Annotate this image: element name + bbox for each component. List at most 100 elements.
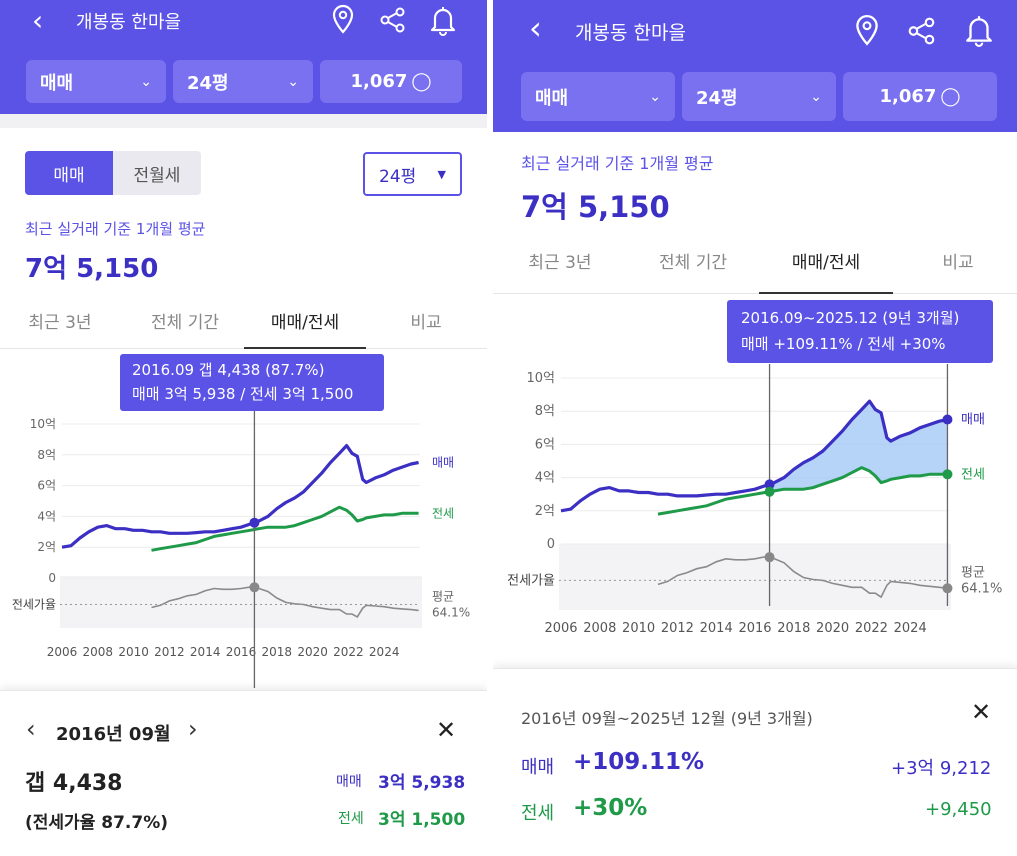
ratio-average-value: 64.1% — [432, 605, 470, 619]
ratio-axis-label: 전세가율 — [12, 597, 56, 611]
x-tick-label: 2022 — [855, 621, 888, 636]
period-tabs: 최근 3년 전체 기간 매매/전세 비교 — [0, 300, 487, 349]
tab-recent-3y[interactable]: 최근 3년 — [528, 253, 592, 273]
price-chart[interactable]: 10억 8억 6억 4억 2억 0 2006 2008 2010 2012 2014 2016 2018… — [0, 350, 487, 690]
size-select[interactable]: 24평 ⌄ — [173, 60, 313, 103]
x-tick-label: 2020 — [816, 621, 849, 636]
size-select[interactable]: 24평 ⌄ — [682, 72, 836, 121]
close-icon[interactable]: ✕ — [436, 716, 457, 744]
gap-value: 갭 4,438 — [25, 771, 123, 796]
rent-amount: +9,450 — [925, 799, 992, 820]
divider-band — [0, 114, 487, 128]
share-icon[interactable] — [907, 17, 937, 49]
average-value: 7억 5,150 — [25, 254, 159, 284]
rent-label: 전세 — [338, 811, 364, 827]
page-title: 개봉동 한마을 — [76, 12, 182, 33]
ratio-series-line — [151, 586, 419, 618]
tab-compare[interactable]: 비교 — [410, 313, 442, 333]
price-chart[interactable]: 10억 8억 6억 4억 2억 0 2006 2008 2010 2012 2014 2016 2018… — [493, 300, 1017, 660]
rent-value: 3억 1,500 — [378, 810, 466, 830]
segment-rent[interactable]: 전월세 — [133, 165, 181, 186]
x-tick-label: 2016 — [738, 621, 771, 636]
size-value: 24평 — [696, 87, 738, 109]
y-tick-label: 4억 — [37, 509, 56, 523]
tooltip-line-1: 2016.09~2025.12 (9년 3개월) — [741, 309, 960, 327]
tab-all-period[interactable]: 전체 기간 — [151, 313, 219, 333]
sale-label: 매매 — [336, 774, 362, 790]
ratio-point — [249, 582, 260, 593]
tab-sale-rent[interactable]: 매매/전세 — [244, 308, 366, 349]
share-icon[interactable] — [379, 7, 407, 37]
chart-tooltip: 2016.09 갭 4,438 (87.7%) 매매 3억 5,938 / 전세… — [120, 354, 384, 411]
x-tick-label: 2022 — [333, 645, 364, 659]
close-icon[interactable]: ✕ — [971, 698, 992, 726]
tab-compare[interactable]: 비교 — [942, 253, 974, 273]
size-value: 24평 — [187, 72, 229, 94]
x-tick-label: 2010 — [622, 621, 655, 636]
location-icon[interactable] — [853, 14, 881, 50]
ratio-average-label: 평균 — [432, 589, 454, 603]
average-label: 최근 실거래 기준 1개월 평균 — [521, 154, 714, 173]
average-label: 최근 실거래 기준 1개월 평균 — [25, 220, 206, 238]
transaction-count-button[interactable]: 1,067 ◯ — [320, 60, 462, 103]
left-panel: ‹ 개봉동 한마을 매매 ⌄ 24평 ⌄ 1,067 ◯ 매매 전월세 24평 ▼ 최… — [0, 0, 487, 856]
sale-series-label: 매매 — [961, 413, 985, 428]
rent-series-line — [151, 505, 419, 552]
y-tick-label: 0 — [48, 571, 56, 585]
x-tick-label: 2006 — [47, 645, 78, 659]
x-tick-label: 2008 — [83, 645, 114, 659]
average-value: 7억 5,150 — [521, 190, 670, 224]
sale-series-label: 매매 — [432, 456, 454, 470]
tab-recent-3y[interactable]: 최근 3년 — [28, 313, 92, 333]
tooltip-line-2: 매매 3억 5,938 / 전세 3억 1,500 — [132, 385, 354, 403]
location-icon[interactable] — [330, 4, 356, 38]
transaction-count: 1,067 — [350, 71, 408, 92]
trade-type-select[interactable]: 매매 ⌄ — [521, 72, 675, 121]
period-tabs: 최근 3년 전체 기간 매매/전세 비교 — [493, 238, 1017, 294]
chevron-down-icon: ⌄ — [810, 88, 822, 105]
ratio-band — [60, 576, 422, 628]
detail-sheet: ‹ 2016년 09월 › ✕ 갭 4,438 (전세가율 87.7%) 매매 … — [0, 690, 487, 856]
detail-month: 2016년 09월 — [56, 724, 171, 745]
ratio-average-label: 평균 — [961, 565, 985, 580]
x-tick-label: 2012 — [154, 645, 185, 659]
bell-icon[interactable] — [428, 4, 458, 40]
sale-point — [764, 479, 775, 490]
y-tick-label: 10억 — [526, 371, 555, 386]
x-tick-label: 2008 — [583, 621, 616, 636]
tab-all-period[interactable]: 전체 기간 — [659, 253, 727, 273]
x-tick-label: 2018 — [262, 645, 293, 659]
chevron-down-icon: ⌄ — [287, 73, 299, 90]
trade-type-select[interactable]: 매매 ⌄ — [26, 60, 166, 103]
prev-month-icon[interactable]: ‹ — [26, 715, 36, 743]
x-tick-label: 2024 — [894, 621, 927, 636]
transaction-count-button[interactable]: 1,067 ◯ — [843, 72, 997, 121]
detail-sheet: 2016년 09월~2025년 12월 (9년 3개월) ✕ 매매 +109.1… — [493, 668, 1017, 856]
trade-segment-control[interactable]: 매매 전월세 — [25, 151, 201, 195]
sale-amount: +3억 9,212 — [891, 758, 992, 779]
x-tick-label: 2024 — [369, 645, 400, 659]
right-panel: ‹ 개봉동 한마을 매매 ⌄ 24평 ⌄ 1,067 ◯ 최근 실거래 기준 1개월 … — [493, 0, 1017, 856]
tab-sale-rent[interactable]: 매매/전세 — [759, 248, 893, 294]
ratio-band — [559, 544, 951, 610]
app-header: ‹ 개봉동 한마을 매매 ⌄ 24평 ⌄ 1,067 ◯ — [0, 0, 487, 114]
sale-percent: +109.11% — [573, 749, 705, 775]
next-month-icon[interactable]: › — [188, 715, 198, 743]
chart-tooltip: 2016.09~2025.12 (9년 3개월) 매매 +109.11% / 전… — [727, 300, 993, 363]
segment-sale[interactable]: 매매 — [25, 151, 113, 195]
ratio-axis-label: 전세가율 — [507, 573, 555, 588]
trade-type-value: 매매 — [535, 87, 569, 109]
ratio-point — [942, 583, 953, 594]
detail-period: 2016년 09월~2025년 12월 (9년 3개월) — [521, 709, 813, 728]
y-tick-label: 8억 — [535, 404, 555, 419]
app-header: ‹ 개봉동 한마을 매매 ⌄ 24평 ⌄ 1,067 ◯ — [493, 0, 1017, 132]
ratio-value: (전세가율 87.7%) — [25, 813, 168, 833]
size-dropdown[interactable]: 24평 ▼ — [363, 152, 462, 196]
sale-point — [942, 414, 953, 425]
back-icon[interactable]: ‹ — [529, 9, 542, 47]
size-dropdown-value: 24평 — [379, 166, 417, 187]
ratio-average-value: 64.1% — [961, 581, 1002, 596]
sale-label: 매매 — [521, 757, 555, 778]
bell-icon[interactable] — [963, 13, 995, 51]
back-icon[interactable]: ‹ — [32, 4, 44, 37]
